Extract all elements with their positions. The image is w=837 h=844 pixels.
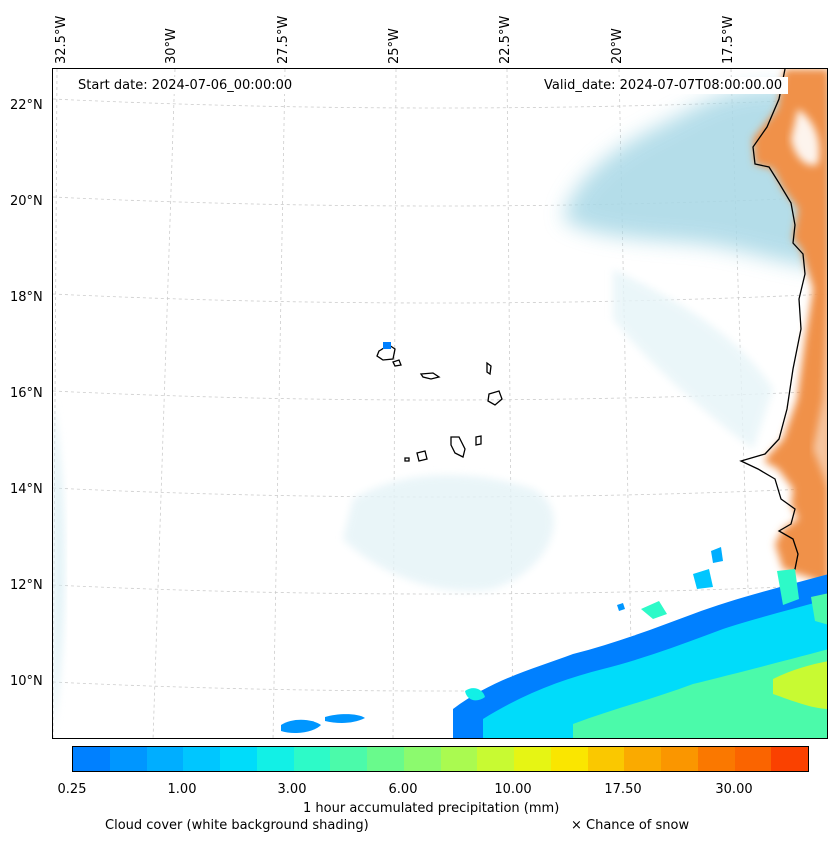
lat-label-18n: 18°N — [10, 290, 43, 305]
map-panel[interactable] — [52, 68, 828, 739]
colorbar-swatch — [771, 747, 808, 771]
snow-note: × Chance of snow — [571, 818, 690, 833]
precip-blob-mid-3 — [711, 547, 723, 563]
lon-label-27-5w: 27.5°W — [276, 15, 291, 64]
precip-dot — [617, 603, 625, 611]
precipitation-layer — [281, 342, 827, 738]
colorbar-swatch — [293, 747, 331, 771]
colorbar-swatch — [440, 747, 478, 771]
colorbar-swatch — [697, 747, 735, 771]
cape-verde-fogo — [416, 450, 428, 462]
precip-blob-island — [383, 342, 391, 349]
map-canvas — [53, 69, 827, 738]
colorbar-tick-30-00: 30.00 — [715, 782, 753, 797]
colorbar-tick-0-25: 0.25 — [57, 782, 87, 797]
colorbar-swatch — [734, 747, 772, 771]
colorbar-tick-6-00: 6.00 — [388, 782, 418, 797]
cloud-faint-west — [53, 399, 65, 729]
colorbar-swatch — [220, 747, 257, 771]
lat-label-10n: 10°N — [10, 674, 43, 689]
cape-verde-santiago — [450, 436, 466, 458]
colorbar-tick-17-50: 17.50 — [604, 782, 642, 797]
land-layer — [753, 69, 827, 588]
colorbar-swatch — [661, 747, 698, 771]
africa-land-pale — [813, 325, 827, 484]
colorbar-swatch — [587, 747, 625, 771]
colorbar-swatch — [73, 747, 110, 771]
cape-verde-sal — [486, 361, 492, 376]
colorbar-swatch — [183, 747, 220, 771]
precip-blob-south-2 — [325, 714, 365, 723]
lat-label-12n: 12°N — [10, 578, 43, 593]
cape-verde-sao-nicolau — [419, 372, 441, 380]
colorbar-swatch — [477, 747, 514, 771]
lon-label-25w: 25°W — [387, 28, 402, 64]
cloud-cover-layer — [53, 84, 827, 729]
precip-blob-mid-4 — [777, 569, 799, 605]
colorbar-swatch — [403, 747, 441, 771]
colorbar-tick-1-00: 1.00 — [167, 782, 197, 797]
precip-band-green — [573, 649, 827, 738]
cloud-faint-center — [343, 475, 554, 591]
colorbar-swatch — [514, 747, 551, 771]
lat-label-20n: 20°N — [10, 194, 43, 209]
valid-date-label: Valid_date: 2024-07-07T08:00:00.00 — [538, 77, 789, 94]
cape-verde-boa-vista — [487, 390, 503, 406]
precipitation-colorbar — [72, 746, 809, 772]
start-date-label: Start date: 2024-07-06_00:00:00 — [72, 77, 299, 94]
lat-label-16n: 16°N — [10, 386, 43, 401]
colorbar-swatch — [624, 747, 661, 771]
precip-blob-west — [465, 688, 485, 701]
colorbar-swatch — [146, 747, 184, 771]
colorbar-tick-10-00: 10.00 — [494, 782, 532, 797]
precip-blob-south-1 — [281, 719, 321, 733]
cape-verde-brava — [404, 457, 410, 462]
colorbar-swatch — [256, 747, 294, 771]
colorbar-swatch — [330, 747, 367, 771]
lat-label-22n: 22°N — [10, 98, 43, 113]
colorbar-label: 1 hour accumulated precipitation (mm) — [303, 801, 560, 816]
lon-label-32-5w: 32.5°W — [54, 15, 69, 64]
colorbar-swatch — [550, 747, 588, 771]
precip-blob-mid-2 — [693, 569, 713, 589]
precip-blob-mid-1 — [641, 601, 667, 619]
colorbar-tick-3-00: 3.00 — [277, 782, 307, 797]
africa-land — [753, 69, 827, 588]
lon-label-30w: 30°W — [164, 28, 179, 64]
lon-label-17-5w: 17.5°W — [721, 15, 736, 64]
africa-white-patch — [791, 109, 820, 166]
lat-label-14n: 14°N — [10, 482, 43, 497]
colorbar-swatch — [367, 747, 404, 771]
precip-blob-mid-5 — [811, 593, 827, 625]
cape-verde-maio — [475, 435, 482, 446]
cloud-faint-east — [613, 269, 773, 449]
precip-core-yellow — [773, 661, 827, 709]
lon-label-22-5w: 22.5°W — [498, 15, 513, 64]
cape-verde-sao-vicente — [392, 359, 402, 367]
lon-label-20w: 20°W — [610, 28, 625, 64]
cloud-cover-note: Cloud cover (white background shading) — [105, 818, 369, 833]
colorbar-swatch — [109, 747, 147, 771]
